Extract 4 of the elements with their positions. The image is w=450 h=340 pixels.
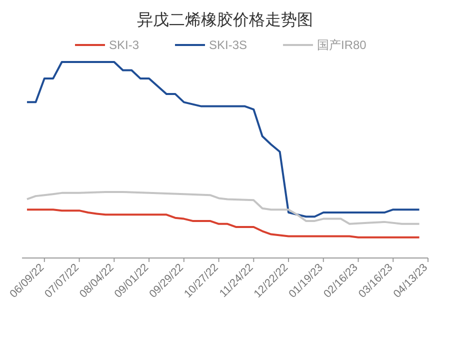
legend-label: 国产IR80 — [317, 38, 367, 52]
chart-title: 异戊二烯橡胶价格走势图 — [137, 11, 313, 29]
legend-label: SKI-3 — [109, 38, 140, 52]
legend-label: SKI-3S — [209, 38, 248, 52]
